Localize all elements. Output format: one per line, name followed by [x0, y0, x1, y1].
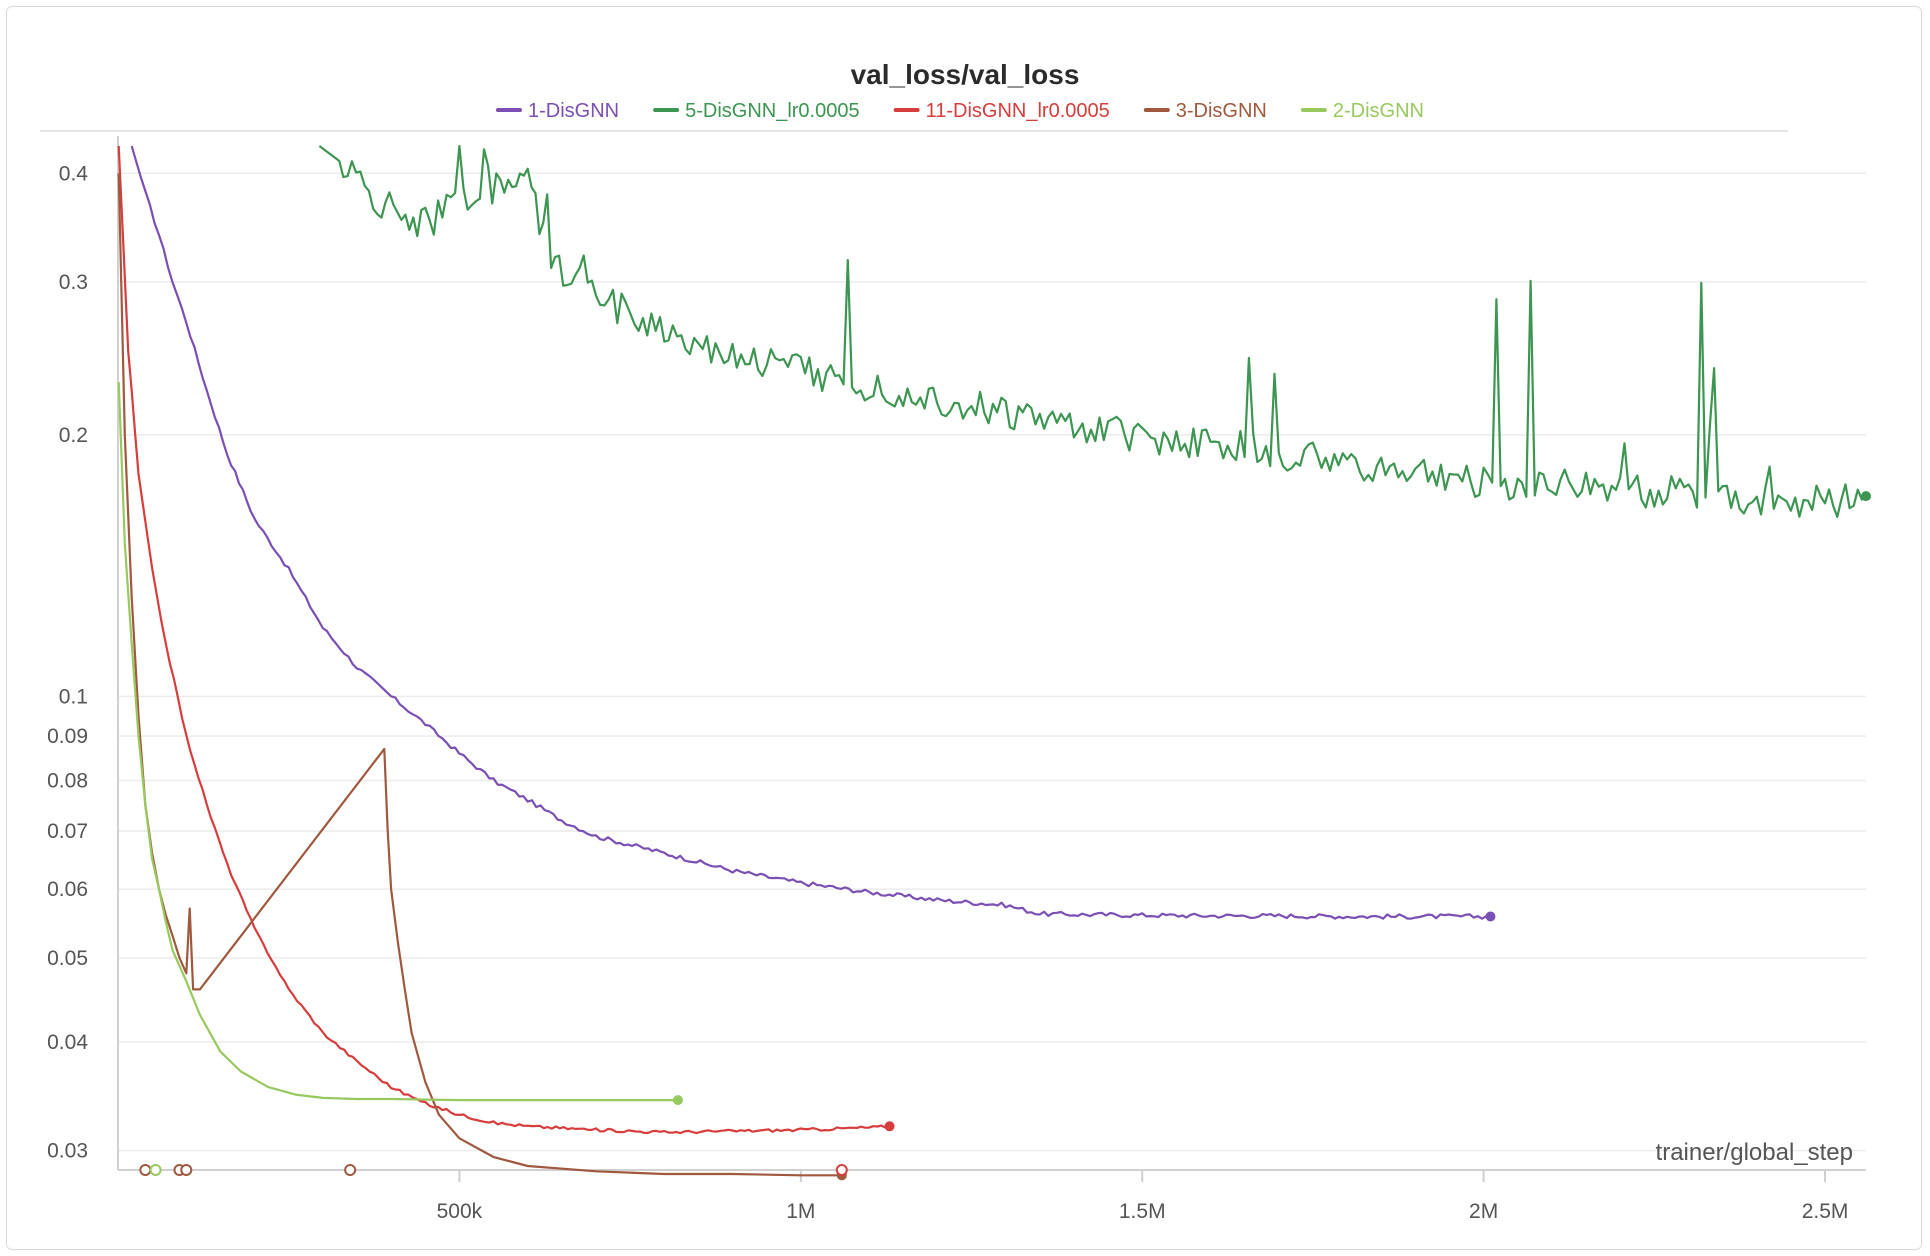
legend-label: 5-DisGNN_lr0.0005: [685, 100, 860, 122]
x-tick-label: 500k: [437, 1200, 483, 1223]
y-tick-label: 0.2: [59, 424, 88, 447]
x-tick-label: 2M: [1469, 1200, 1498, 1223]
run-marker: [835, 1164, 848, 1176]
series-line: [117, 382, 678, 1102]
legend[interactable]: 1-DisGNN 5-DisGNN_lr0.0005 11-DisGNN_lr0.0…: [495, 100, 1424, 122]
y-tick-label: 0.03: [47, 1140, 88, 1163]
series-group[interactable]: [117, 144, 1871, 1181]
y-axis: 0.4 0.3 0.2 0.1 0.09 0.08 0.07 0.06 0.05 0.04 0.03: [47, 162, 88, 1162]
series-line: [130, 145, 1491, 920]
run-marker: [139, 1164, 152, 1176]
series-end-point: [1861, 491, 1871, 502]
legend-label: 1-DisGNN: [528, 100, 619, 122]
y-tick-label: 0.04: [47, 1031, 88, 1054]
y-tick-label: 0.3: [59, 271, 88, 294]
series-line: [117, 173, 842, 1177]
x-axis: 500k 1M 1.5M 2M 2.5M: [437, 1170, 1849, 1223]
legend-label: 3-DisGNN: [1176, 100, 1267, 122]
series-end-point: [1485, 911, 1496, 922]
y-tick-label: 0.06: [47, 878, 88, 901]
legend-label: 11-DisGNN_lr0.0005: [926, 100, 1110, 122]
y-tick-label: 0.07: [47, 820, 88, 843]
x-tick-label: 1.5M: [1119, 1200, 1166, 1223]
x-tick-label: 1M: [786, 1200, 815, 1223]
series-end-point: [884, 1121, 895, 1132]
run-markers: [139, 1164, 848, 1176]
series-end-point: [672, 1095, 683, 1106]
grid: [117, 136, 1866, 1171]
x-axis-label: trainer/global_step: [1656, 1139, 1853, 1166]
run-marker: [149, 1164, 162, 1176]
run-marker: [180, 1164, 193, 1176]
y-tick-label: 0.1: [59, 685, 88, 708]
series-line: [117, 145, 890, 1135]
y-tick-label: 0.08: [47, 770, 88, 793]
series-line: [318, 144, 1867, 519]
run-marker: [344, 1164, 357, 1176]
y-tick-label: 0.4: [59, 162, 89, 185]
chart-title: val_loss/val_loss: [851, 59, 1080, 90]
y-tick-label: 0.09: [47, 725, 88, 748]
x-tick-label: 2.5M: [1802, 1200, 1849, 1223]
y-tick-label: 0.05: [47, 947, 88, 970]
legend-label: 2-DisGNN: [1333, 100, 1424, 122]
